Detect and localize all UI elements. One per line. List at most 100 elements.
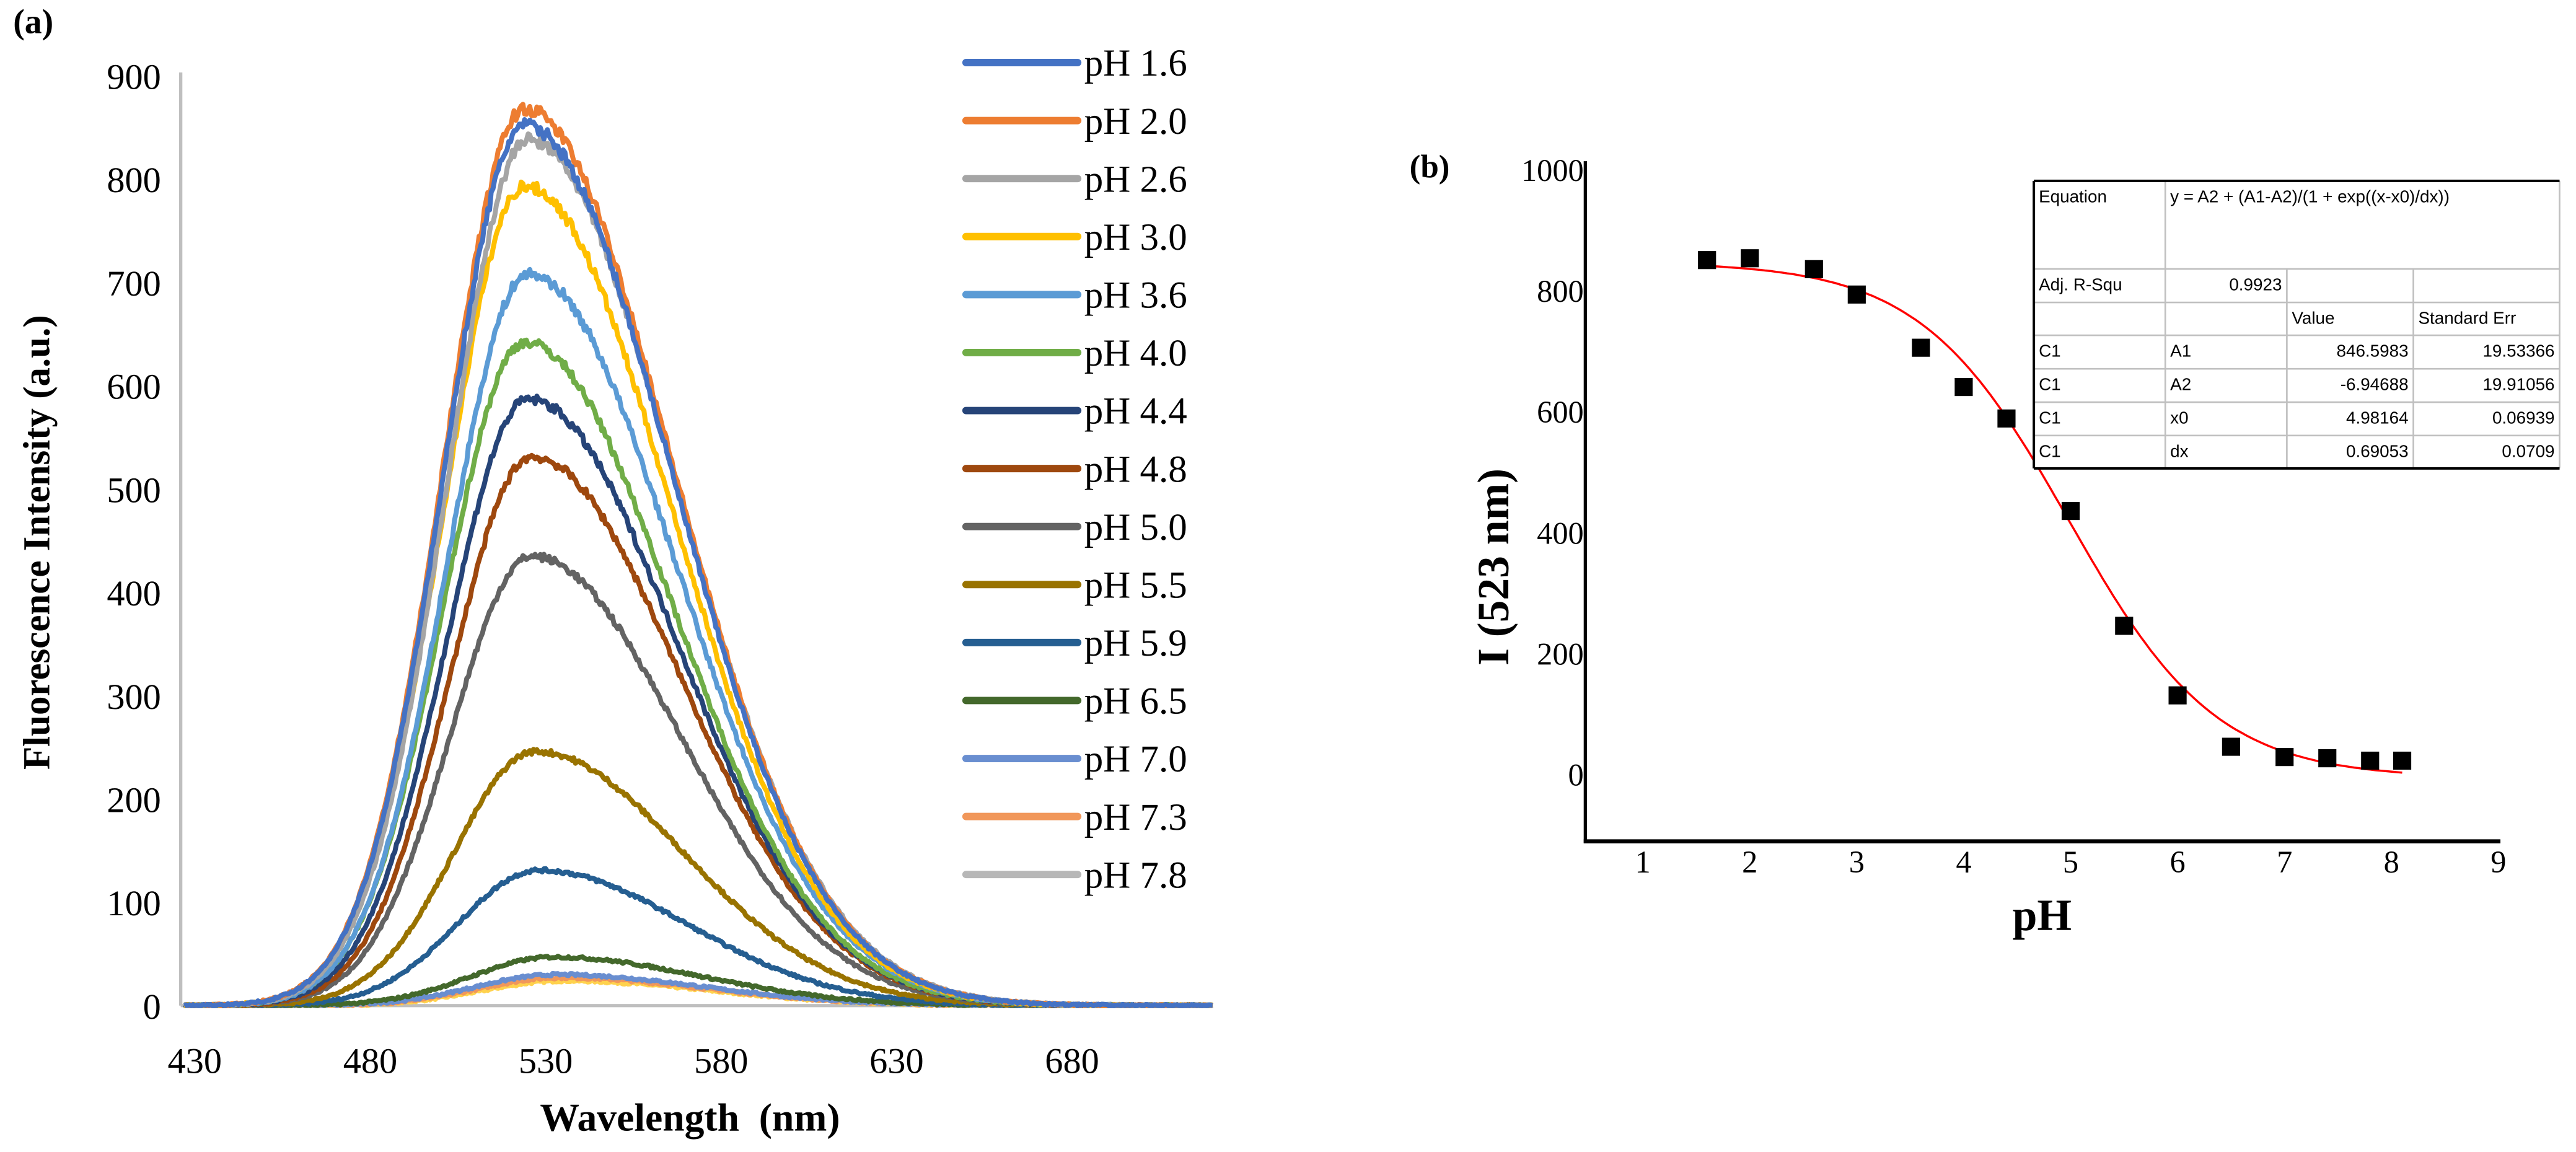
legend-item: pH 2.0	[962, 101, 1187, 143]
y-tick-label: 400	[1537, 516, 1584, 550]
legend-item: pH 4.0	[962, 333, 1187, 374]
legend-label: pH 5.0	[1084, 507, 1187, 548]
table-cell: C1	[2039, 408, 2061, 427]
legend: pH 1.6 pH 2.0 pH 2.6 pH 3.0 pH 3.6 pH 4.0 pH 4…	[962, 43, 1187, 896]
x-axis-title: Wavelength (nm)	[540, 1095, 840, 1139]
legend-item: pH 6.5	[962, 681, 1187, 723]
data-point	[2318, 749, 2337, 768]
y-tick-label: 100	[107, 883, 160, 923]
x-tick-label: 6	[2170, 845, 2186, 879]
legend-label: pH 2.6	[1084, 159, 1187, 200]
x-tick-label: 4	[1956, 845, 1971, 879]
x-tick-label: 680	[1045, 1040, 1099, 1081]
x-tick-label: 9	[2490, 845, 2506, 879]
y-tick-label: 900	[107, 56, 160, 97]
legend-item: pH 2.6	[962, 159, 1187, 200]
legend-item: pH 5.5	[962, 565, 1187, 606]
data-point	[1997, 409, 2016, 428]
legend-item: pH 5.0	[962, 507, 1187, 548]
legend-item: pH 3.0	[962, 217, 1187, 258]
y-tick-label: 500	[107, 470, 160, 510]
y-tick-label: 0	[143, 987, 161, 1027]
y-tick-label: 0	[1568, 758, 1584, 793]
legend-item: pH 1.6	[962, 43, 1187, 84]
legend-label: pH 5.9	[1084, 623, 1187, 664]
legend-label: pH 3.6	[1084, 275, 1187, 317]
table-cell: 19.53366	[2482, 341, 2554, 361]
data-point	[2361, 751, 2380, 770]
data-point	[1912, 338, 1930, 357]
spectrum-line-ph-3-0	[183, 179, 1213, 1008]
legend-item: pH 7.8	[962, 855, 1187, 896]
legend-label: pH 4.4	[1084, 391, 1187, 433]
legend-item: pH 4.4	[962, 391, 1187, 433]
table-cell: 0.0709	[2502, 441, 2554, 460]
x-tick-label: 8	[2384, 845, 2399, 879]
y-tick-label: 1000	[1521, 153, 1584, 188]
y-tick-label: 700	[107, 263, 160, 304]
spectrum-line-ph-4-0	[183, 337, 1213, 1008]
data-point	[1741, 249, 1759, 268]
table-cell: dx	[2170, 441, 2188, 460]
legend-label: pH 3.0	[1084, 217, 1187, 258]
spectrum-line-ph-3-6	[183, 266, 1213, 1008]
x-tick-label: 2	[1742, 845, 1757, 879]
table-cell: Value	[2292, 309, 2334, 328]
x-tick-label: 530	[519, 1040, 573, 1081]
legend-label: pH 4.0	[1084, 333, 1187, 374]
fit-parameters-table: Equation y = A2 + (A1-A2)/(1 + exp((x-x0)…	[2033, 179, 2561, 470]
legend-label: pH 7.0	[1084, 739, 1187, 780]
legend-item: pH 7.3	[962, 797, 1187, 838]
x-tick-label: 480	[343, 1040, 397, 1081]
y-tick-label: 200	[1537, 636, 1584, 671]
legend-label: pH 6.5	[1084, 681, 1187, 723]
spectrum-line-ph-1-6	[183, 117, 1213, 1008]
table-cell: Standard Err	[2418, 309, 2516, 328]
data-point	[2168, 686, 2187, 705]
table-cell: C1	[2039, 441, 2061, 460]
y-tick-label: 200	[107, 780, 160, 820]
panel-b-label: (b)	[1410, 149, 1450, 185]
table-cell: A1	[2170, 341, 2191, 361]
table-cell: 0.06939	[2492, 408, 2555, 427]
legend-label: pH 7.8	[1084, 855, 1187, 896]
x-tick-label: 5	[2063, 845, 2078, 879]
x-tick-label: 3	[1849, 845, 1865, 879]
table-cell: 846.5983	[2337, 341, 2409, 361]
legend-label: pH 1.6	[1084, 43, 1187, 84]
legend-label: pH 7.3	[1084, 797, 1187, 838]
table-cell: A2	[2170, 375, 2191, 394]
table-cell: C1	[2039, 341, 2061, 361]
x-tick-label: 630	[869, 1040, 923, 1081]
panel-a-label: (a)	[13, 2, 53, 41]
legend-item: pH 3.6	[962, 275, 1187, 317]
y-tick-label: 300	[107, 677, 160, 717]
x-tick-label: 430	[168, 1040, 222, 1081]
y-axis-title: I (523 nm)	[1469, 468, 1518, 666]
y-tick-label: 400	[107, 573, 160, 613]
table-cell: x0	[2170, 408, 2188, 427]
data-point	[2393, 751, 2412, 770]
table-cell: Adj. R-Squ	[2039, 275, 2122, 294]
legend-item: pH 5.9	[962, 623, 1187, 664]
table-cell: 0.69053	[2346, 441, 2409, 460]
table-cell: Equation	[2039, 187, 2107, 206]
spectrum-line-ph-4-8	[183, 452, 1213, 1008]
legend-label: pH 2.0	[1084, 101, 1187, 143]
data-point	[2275, 748, 2294, 767]
table-background	[2034, 180, 2560, 468]
legend-label: pH 4.8	[1084, 449, 1187, 490]
table-cell: 0.9923	[2229, 275, 2282, 294]
table-cell: 19.91056	[2482, 375, 2554, 394]
table-cell: y = A2 + (A1-A2)/(1 + exp((x-x0)/dx))	[2170, 187, 2450, 206]
data-point	[1954, 377, 1973, 397]
data-point	[2061, 501, 2080, 521]
x-tick-label: 1	[1635, 845, 1651, 879]
table-cell: 4.98164	[2346, 408, 2409, 427]
legend-item: pH 7.0	[962, 739, 1187, 780]
table-cell: C1	[2039, 375, 2061, 394]
y-tick-label: 800	[1537, 274, 1584, 309]
data-point	[2115, 617, 2134, 635]
x-tick-label: 580	[694, 1040, 748, 1081]
data-point	[1805, 260, 1823, 278]
